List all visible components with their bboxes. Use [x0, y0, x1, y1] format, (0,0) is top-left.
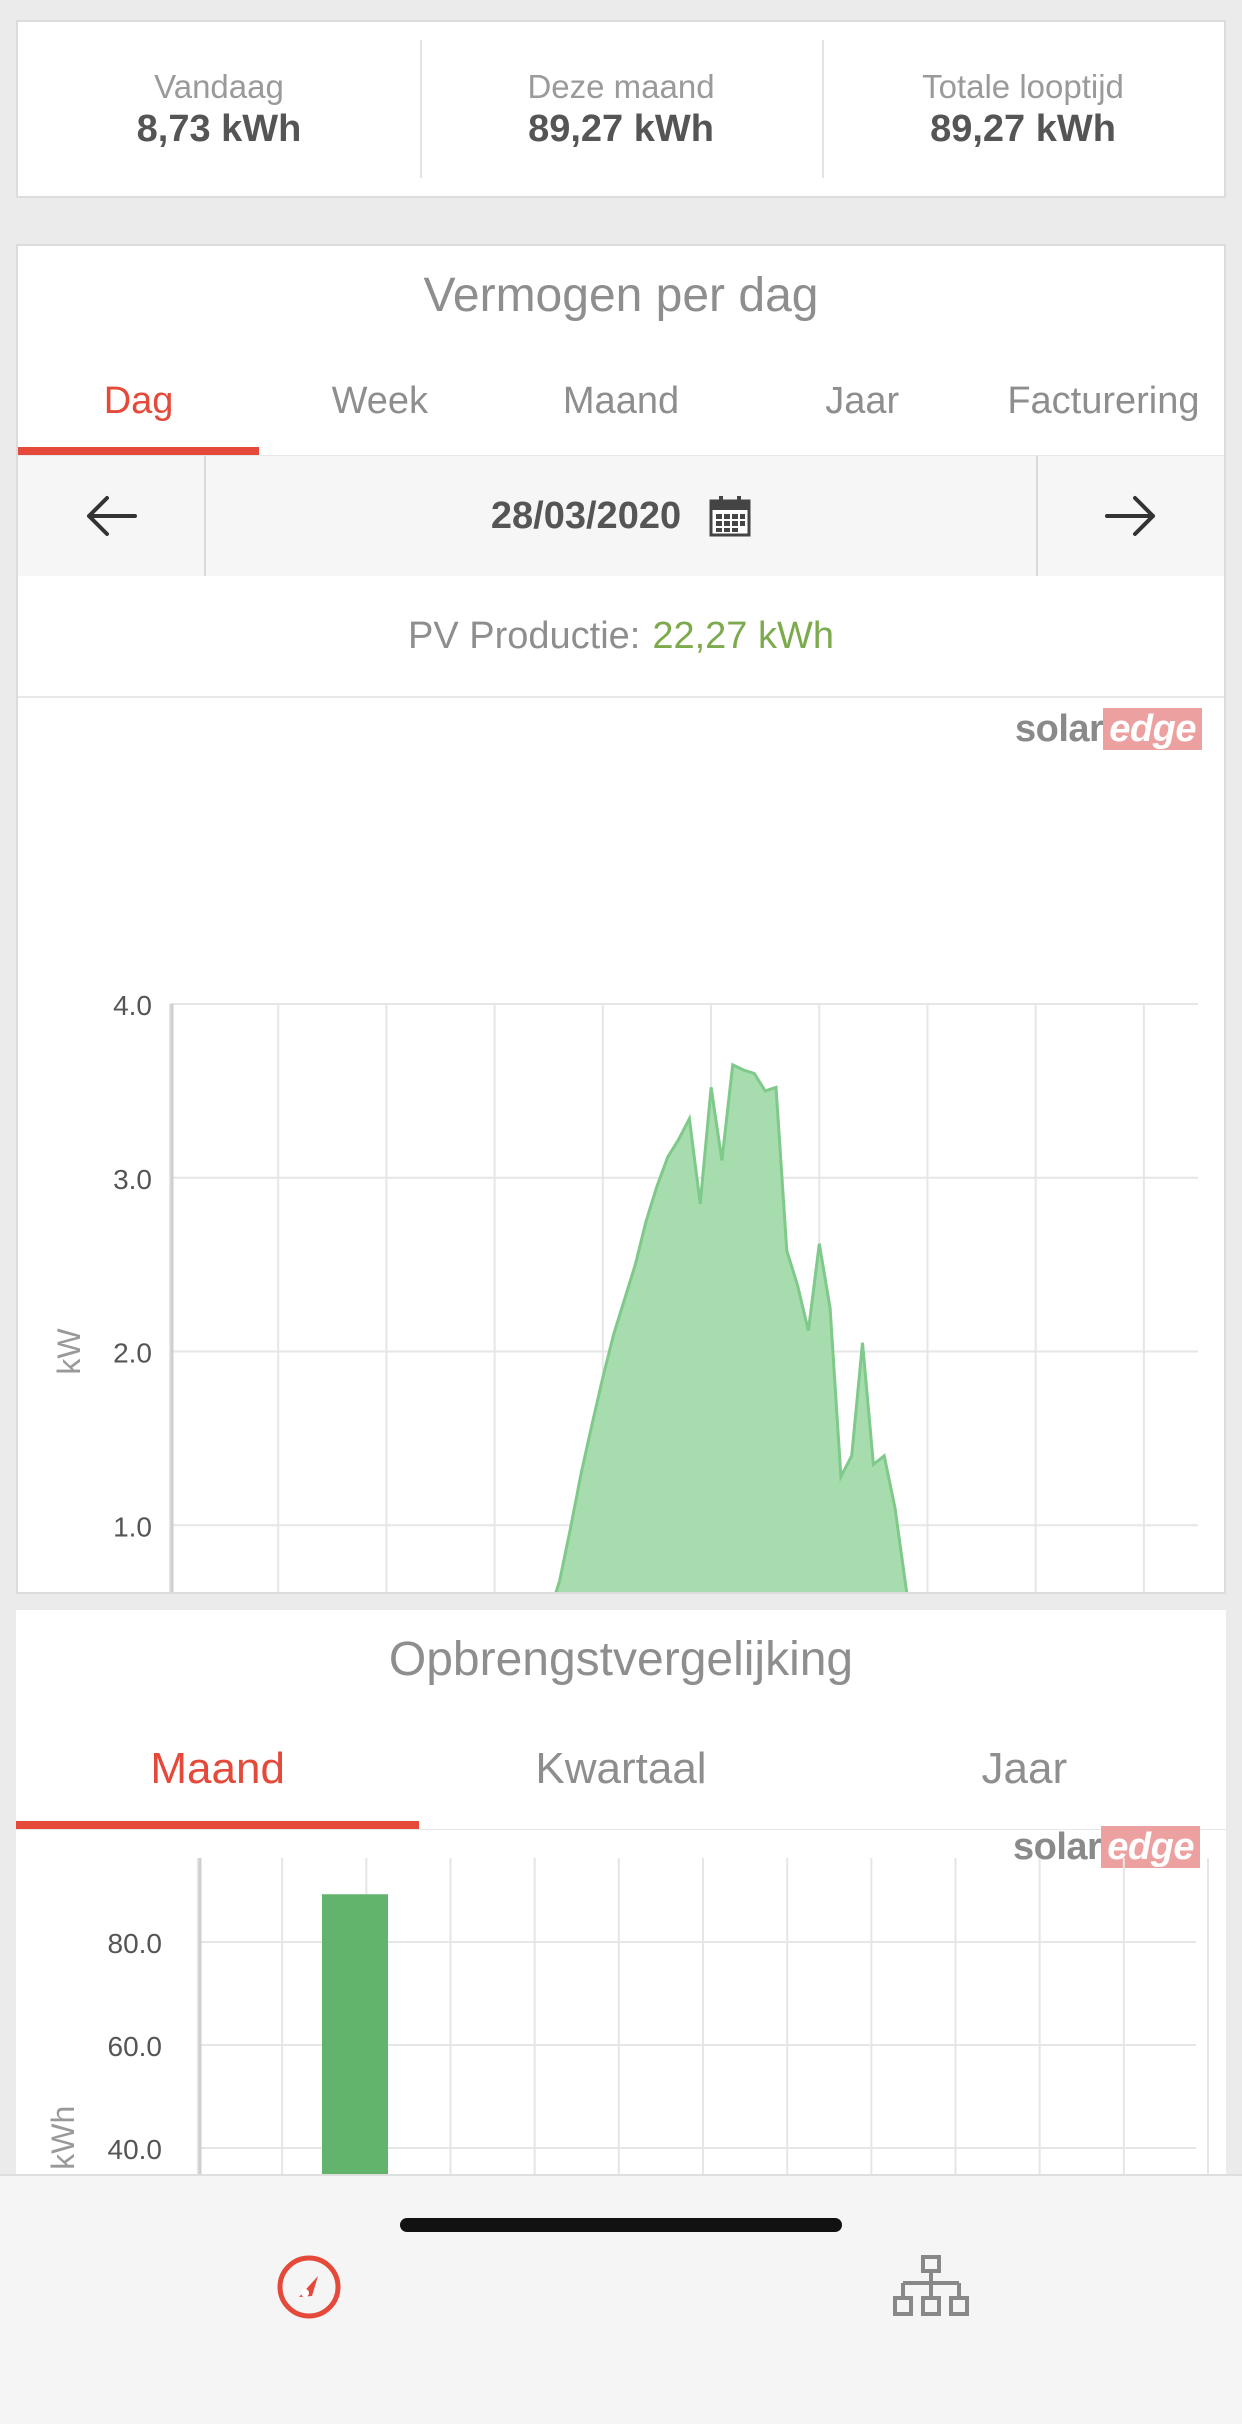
tab-quarter[interactable]: Kwartaal	[535, 1744, 707, 1793]
stat-value: 89,27 kWh	[930, 107, 1116, 150]
stat-this-month: Deze maand 89,27 kWh	[420, 22, 822, 196]
selected-date: 28/03/2020	[490, 494, 682, 537]
tab-billing[interactable]: Facturering	[1007, 380, 1200, 422]
stat-value: 8,73 kWh	[136, 107, 302, 150]
y-tick-label: 80.0	[108, 1928, 163, 1959]
stat-today: Vandaag 8,73 kWh	[18, 22, 420, 196]
solaredge-logo: solar edge	[1013, 1826, 1200, 1869]
tab-year[interactable]: Jaar	[981, 1744, 1068, 1793]
pv-production-value: 22,27 kWh	[652, 614, 834, 657]
site-layout-icon	[893, 2255, 969, 2316]
site-layout-tab-button[interactable]	[886, 2242, 976, 2332]
system-production-area	[170, 1062, 1198, 1701]
energy-summary-card: Vandaag 8,73 kWh Deze maand 89,27 kWh To…	[16, 20, 1226, 198]
date-navigator: 28/03/2020	[18, 456, 1224, 576]
period-tabs: Dag Week Maand Jaar Facturering	[18, 356, 1224, 456]
stat-lifetime: Totale looptijd 89,27 kWh	[822, 22, 1224, 196]
arrow-left-icon	[87, 496, 137, 536]
stat-label: Totale looptijd	[922, 67, 1124, 105]
y-tick-label: 1.0	[113, 1511, 152, 1542]
arrow-right-icon	[1105, 496, 1155, 536]
home-indicator	[400, 2218, 842, 2232]
stat-value: 89,27 kWh	[528, 107, 714, 150]
tab-year[interactable]: Jaar	[825, 380, 900, 422]
stat-label: Vandaag	[154, 67, 284, 105]
y-tick-label: 60.0	[108, 2031, 163, 2062]
section-title: Vermogen per dag	[423, 269, 819, 322]
tab-week[interactable]: Week	[331, 380, 429, 422]
pv-production-summary: PV Productie: 22,27 kWh	[18, 576, 1224, 698]
previous-day-button[interactable]	[18, 456, 206, 576]
bottom-tab-bar	[0, 2174, 1242, 2424]
y-tick-label: 40.0	[108, 2134, 163, 2165]
y-axis-label: kW	[51, 1328, 87, 1375]
tab-day[interactable]: Dag	[18, 356, 260, 455]
gauge-icon	[277, 2255, 341, 2319]
y-axis-label: kWh	[45, 2106, 81, 2170]
y-tick-label: 2.0	[113, 1338, 152, 1369]
power-per-day-card: Vermogen per dag Dag Week Maand Jaar Fac…	[16, 244, 1228, 1815]
tab-month[interactable]: Maand	[16, 1720, 420, 1829]
dashboard-tab-button[interactable]	[264, 2242, 354, 2332]
pv-production-label: PV Productie:	[408, 614, 641, 657]
date-picker[interactable]: 28/03/2020	[206, 456, 1036, 576]
tab-month[interactable]: Maand	[562, 380, 680, 422]
next-day-button[interactable]	[1036, 456, 1224, 576]
y-tick-label: 4.0	[113, 990, 152, 1021]
comparison-tabs: Maand Kwartaal Jaar	[16, 1720, 1226, 1830]
stat-label: Deze maand	[527, 67, 715, 105]
calendar-icon	[709, 496, 751, 537]
y-tick-label: 3.0	[113, 1164, 152, 1195]
section-title: Opbrengstvergelijking	[388, 1633, 854, 1686]
solaredge-logo: solar edge	[1015, 708, 1202, 751]
power-chart-svg: 0.01.02.03.04.000:0002:3005:0007:3010:00…	[51, 990, 1198, 1815]
